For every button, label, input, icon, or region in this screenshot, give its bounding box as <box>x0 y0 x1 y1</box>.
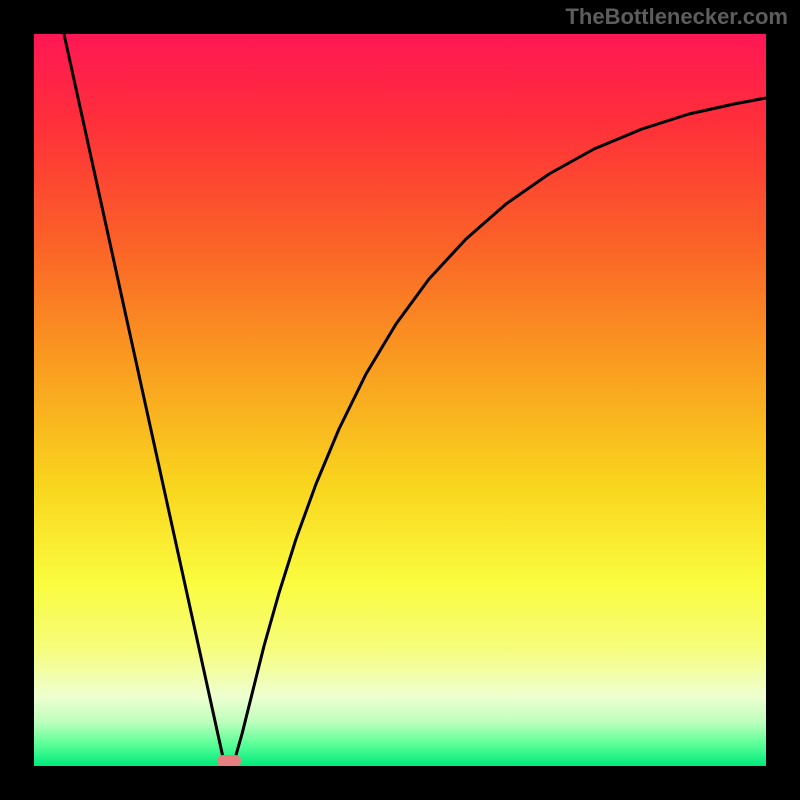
right-curve-segment <box>234 98 766 762</box>
left-line-segment <box>64 34 224 762</box>
plot-area <box>34 34 766 766</box>
curve-layer <box>34 34 766 766</box>
minimum-marker <box>217 755 241 766</box>
chart-container: TheBottlenecker.com <box>0 0 800 800</box>
watermark-text: TheBottlenecker.com <box>565 4 788 30</box>
